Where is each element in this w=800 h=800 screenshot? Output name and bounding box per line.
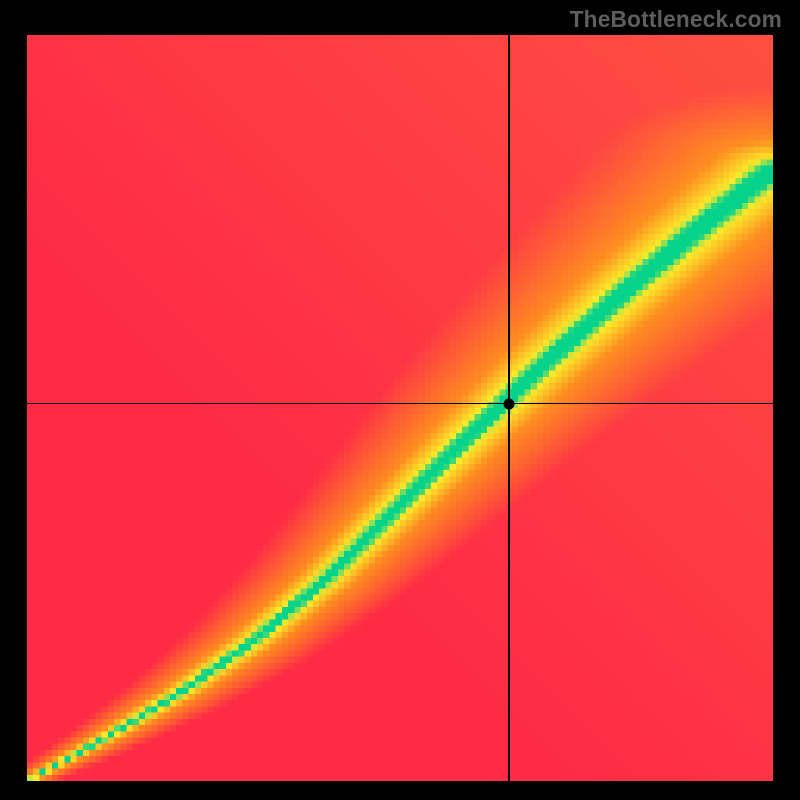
crosshair-marker-dot	[503, 398, 514, 409]
chart-container: TheBottleneck.com	[0, 0, 800, 800]
watermark-text: TheBottleneck.com	[570, 6, 782, 33]
bottleneck-heatmap	[27, 35, 773, 781]
crosshair-horizontal	[27, 403, 773, 405]
